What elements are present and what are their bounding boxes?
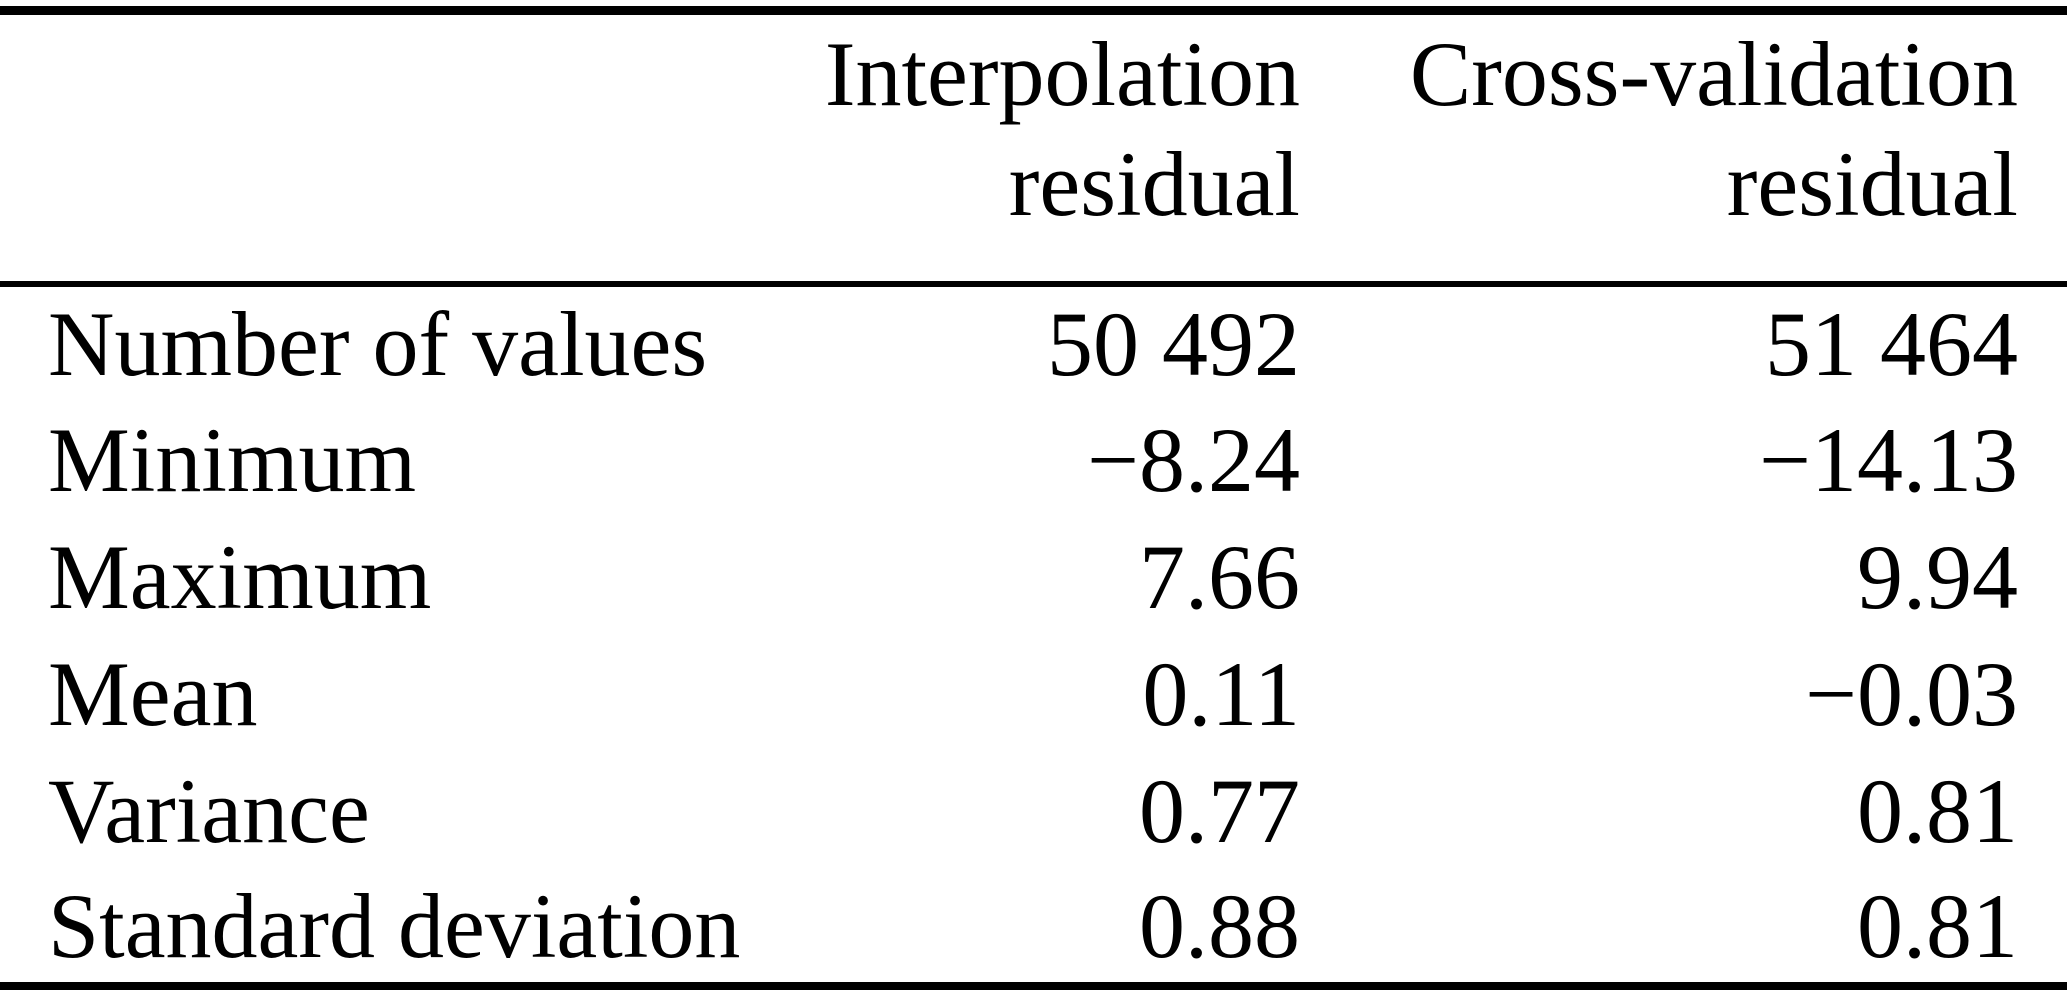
cross-validation-residual-value: 51 464 bbox=[1765, 293, 2018, 395]
table-row: Maximum 7.66 9.94 bbox=[0, 518, 2067, 635]
interpolation-residual-value: 50 492 bbox=[1047, 293, 1300, 395]
interpolation-residual-value: 7.66 bbox=[1139, 525, 1300, 628]
residual-statistics-table: Interpolation residual Cross-validation … bbox=[0, 6, 2067, 990]
table-row: Number of values 50 492 51 464 bbox=[0, 284, 2067, 401]
cross-validation-residual-value: −14.13 bbox=[1759, 408, 2018, 511]
cross-validation-residual-value: 0.81 bbox=[1857, 874, 2018, 977]
row-label: Standard deviation bbox=[48, 874, 741, 977]
interpolation-residual-value: 0.77 bbox=[1139, 759, 1300, 862]
interpolation-residual-value: 0.11 bbox=[1142, 642, 1300, 745]
interpolation-residual-value: 0.88 bbox=[1139, 874, 1300, 977]
row-label: Maximum bbox=[48, 525, 432, 628]
header-line: residual bbox=[1008, 133, 1300, 235]
column-header-interpolation-residual: Interpolation residual bbox=[810, 11, 1300, 285]
table-row: Minimum −8.24 −14.13 bbox=[0, 401, 2067, 518]
cross-validation-residual-value: 0.81 bbox=[1857, 759, 2018, 862]
row-label: Minimum bbox=[48, 408, 417, 511]
row-label: Variance bbox=[48, 759, 370, 862]
header-line: Cross-validation bbox=[1409, 23, 2018, 125]
table-row: Mean 0.11 −0.03 bbox=[0, 635, 2067, 752]
cross-validation-residual-value: −0.03 bbox=[1805, 642, 2018, 745]
cross-validation-residual-value: 9.94 bbox=[1857, 525, 2018, 628]
column-header-cross-validation-residual: Cross-validation residual bbox=[1300, 11, 2067, 285]
row-label: Mean bbox=[48, 642, 258, 745]
table-row: Standard deviation 0.88 0.81 bbox=[0, 869, 2067, 986]
row-label: Number of values bbox=[48, 293, 708, 395]
header-row: Interpolation residual Cross-validation … bbox=[0, 11, 2067, 285]
table-row: Variance 0.77 0.81 bbox=[0, 752, 2067, 869]
header-line: Interpolation bbox=[824, 23, 1300, 125]
header-line: residual bbox=[1726, 133, 2018, 235]
interpolation-residual-value: −8.24 bbox=[1087, 408, 1300, 511]
empty-header-cell bbox=[0, 11, 810, 285]
